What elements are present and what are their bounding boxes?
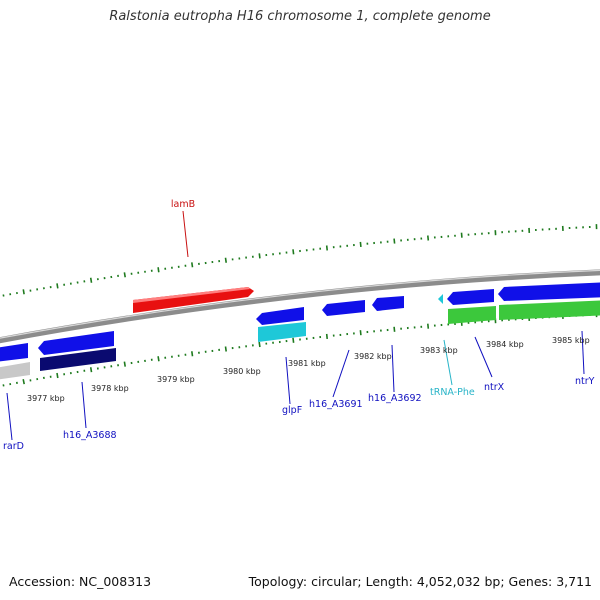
ntrX-leader (474, 336, 493, 378)
major-tick (56, 283, 59, 289)
ntrY-gene[interactable] (498, 282, 600, 301)
lamB-gene[interactable] (133, 287, 254, 313)
h16_A3692-leader (391, 344, 395, 393)
h16_A3688-label: h16_A3688 (63, 430, 117, 441)
h16_A3688-darkblue-gene[interactable] (40, 348, 116, 371)
h16_A3692-gene[interactable] (372, 296, 404, 311)
scale-label: 3978 kbp (91, 384, 129, 393)
glpF-label: glpF (282, 405, 302, 416)
major-tick (22, 379, 25, 385)
major-tick (325, 245, 328, 251)
h16_A3691-label: h16_A3691 (309, 399, 363, 410)
h16_A3691-leader (332, 349, 350, 398)
major-tick (56, 372, 59, 379)
h16_A3688-leader (81, 381, 87, 429)
major-tick (258, 253, 261, 259)
scale-label: 3982 kbp (354, 352, 392, 361)
tRNA-Phe-gene[interactable] (438, 294, 443, 304)
major-tick (258, 341, 261, 348)
tRNA-Phe-leader (443, 339, 453, 386)
major-tick (292, 249, 295, 255)
glpF-gene[interactable] (256, 307, 304, 325)
scale-label: 3979 kbp (157, 375, 195, 384)
lamB-label: lamB (171, 199, 195, 210)
major-tick (123, 361, 126, 367)
rarD-leader (6, 392, 13, 441)
map-title: Ralstonia eutropha H16 chromosome 1, com… (109, 9, 491, 24)
scale-labels: 3977 kbp 3978 kbp 3979 kbp 3980 kbp 3981… (27, 336, 590, 403)
major-tick (393, 238, 396, 244)
glpF-leader (285, 356, 291, 405)
ntrX-label: ntrX (484, 382, 505, 393)
leader-lines (6, 210, 585, 441)
accession-text: Accession: NC_008313 (9, 574, 152, 589)
lamB-leader (182, 210, 189, 258)
major-tick (89, 277, 93, 283)
scale-label: 3977 kbp (27, 394, 65, 403)
outer-tick-track (2, 224, 598, 297)
chromosome-backbone-highlight (0, 269, 600, 339)
scale-label: 3983 kbp (420, 346, 458, 355)
major-tick (393, 326, 396, 332)
major-tick (427, 235, 430, 241)
major-tick (325, 333, 328, 339)
lamB-gene-shine (133, 287, 250, 303)
major-tick (22, 289, 25, 295)
tRNA-Phe-label: tRNA-Phe (430, 387, 475, 398)
ntrX-gene[interactable] (447, 289, 494, 305)
scale-label: 3984 kbp (486, 340, 524, 349)
major-tick (157, 356, 160, 362)
rarD-label: rarD (3, 441, 24, 452)
major-tick (191, 262, 194, 268)
major-tick (224, 257, 227, 263)
major-tick (123, 272, 126, 278)
major-tick (224, 346, 227, 352)
scale-label: 3985 kbp (552, 336, 590, 345)
h16_A3688-gene[interactable] (38, 331, 114, 355)
ntrY-green-gene[interactable] (499, 300, 600, 320)
topology-text: Topology: circular; Length: 4,052,032 bp… (248, 574, 592, 589)
ntrY-label: ntrY (575, 376, 595, 387)
rarD-gene[interactable] (0, 343, 28, 362)
ntrY-leader (581, 330, 585, 375)
glpF-cyan-gene[interactable] (258, 322, 306, 342)
ntrX-green-gene[interactable] (448, 306, 496, 324)
h16_A3691-gene[interactable] (322, 300, 365, 316)
major-tick (89, 367, 93, 373)
major-tick (359, 330, 362, 336)
scale-label: 3980 kbp (223, 367, 261, 376)
chromosome-backbone (0, 269, 600, 344)
major-tick (359, 241, 362, 247)
major-tick (157, 267, 160, 273)
major-tick (427, 323, 430, 329)
major-tick (292, 337, 295, 343)
h16_A3692-label: h16_A3692 (368, 393, 422, 404)
major-tick (191, 351, 194, 357)
rarD-gray-gene[interactable] (0, 362, 30, 380)
scale-label: 3981 kbp (288, 359, 326, 368)
gene-labels: lamB rarD h16_A3688 glpF h16_A3691 h16_A… (3, 199, 595, 452)
